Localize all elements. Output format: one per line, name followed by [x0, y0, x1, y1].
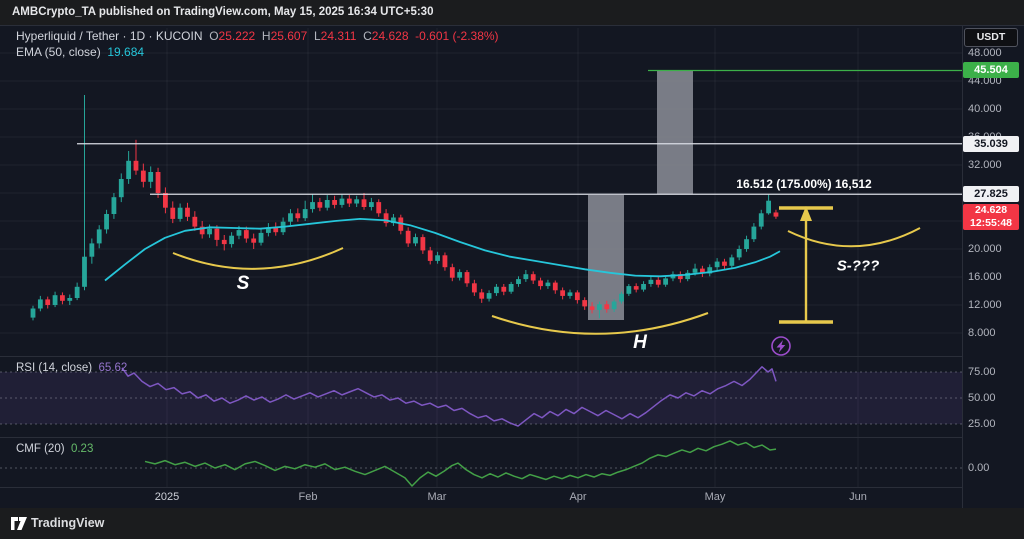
bar-countdown: 12:55:48	[969, 217, 1013, 229]
price-tick-label: 48.000	[968, 47, 1002, 59]
annotation-label[interactable]: S	[236, 273, 250, 294]
rsi-tick-label: 25.00	[968, 418, 996, 430]
published-text: AMBCrypto_TA published on TradingView.co…	[12, 6, 434, 18]
rsi-label: RSI (14, close)	[16, 362, 93, 374]
close-label: C	[363, 29, 372, 43]
time-axis-label: 2025	[154, 491, 180, 503]
price-tick-label: 40.000	[968, 103, 1002, 115]
open-label: O	[209, 29, 219, 43]
cmf-label: CMF (20)	[16, 443, 65, 455]
cmf-tick-label: 0.00	[968, 462, 990, 474]
open-value: 25.222	[218, 29, 256, 43]
currency-toggle-button[interactable]: USDT	[964, 28, 1018, 47]
time-axis-label: Jun	[849, 491, 867, 503]
last-price-value: 24.628	[974, 204, 1008, 216]
time-axis-label: May	[704, 491, 726, 503]
time-axis-label: Feb	[298, 491, 318, 503]
green-price-label: 45.504	[963, 62, 1019, 78]
rsi-value: 65.62	[98, 362, 128, 374]
annotation-label[interactable]: 16.512 (175.00%) 16,512	[736, 177, 872, 191]
white-price-label-lower: 27.825	[963, 186, 1019, 202]
footer-bar	[0, 508, 1024, 539]
annotation-label[interactable]: S-???	[836, 257, 880, 275]
high-label: H	[261, 29, 271, 43]
change-value: -0.601 (-2.38%)	[415, 29, 499, 43]
price-tick-label: 16.000	[968, 271, 1002, 283]
tradingview-brand-text[interactable]: TradingView	[31, 516, 105, 530]
cmf-value: 0.23	[70, 443, 94, 455]
high-value: 25.607	[270, 29, 308, 43]
ema-label: EMA (50, close)	[16, 45, 101, 59]
rsi-legend[interactable]: RSI (14, close) 65.62	[16, 362, 127, 374]
white-price-label-upper: 35.039	[963, 136, 1019, 152]
price-tick-label: 20.000	[968, 243, 1002, 255]
low-label: L	[313, 29, 321, 43]
ema-value: 19.684	[107, 45, 145, 59]
last-price-label: 24.628 12:55:48	[963, 204, 1019, 230]
price-tick-label: 8.000	[968, 327, 996, 339]
price-tick-label: 12.000	[968, 299, 1002, 311]
rsi-tick-label: 50.00	[968, 392, 996, 404]
published-banner: AMBCrypto_TA published on TradingView.co…	[0, 0, 1024, 25]
close-value: 24.628	[371, 29, 409, 43]
symbol-description: Hyperliquid / Tether · 1D · KUCOIN	[16, 29, 203, 43]
cmf-legend[interactable]: CMF (20) 0.23	[16, 443, 93, 455]
ema-legend[interactable]: EMA (50, close) 19.684	[16, 45, 144, 59]
price-tick-label: 44.000	[968, 75, 1002, 87]
symbol-legend[interactable]: Hyperliquid / Tether · 1D · KUCOIN O25.2…	[16, 29, 499, 43]
price-tick-label: 32.000	[968, 159, 1002, 171]
tradingview-logo-icon[interactable]	[11, 517, 27, 530]
annotation-label[interactable]: H	[633, 332, 647, 353]
rsi-tick-label: 75.00	[968, 366, 996, 378]
time-axis-label: Mar	[427, 491, 447, 503]
low-value: 24.311	[320, 29, 357, 43]
time-axis-label: Apr	[569, 491, 587, 503]
